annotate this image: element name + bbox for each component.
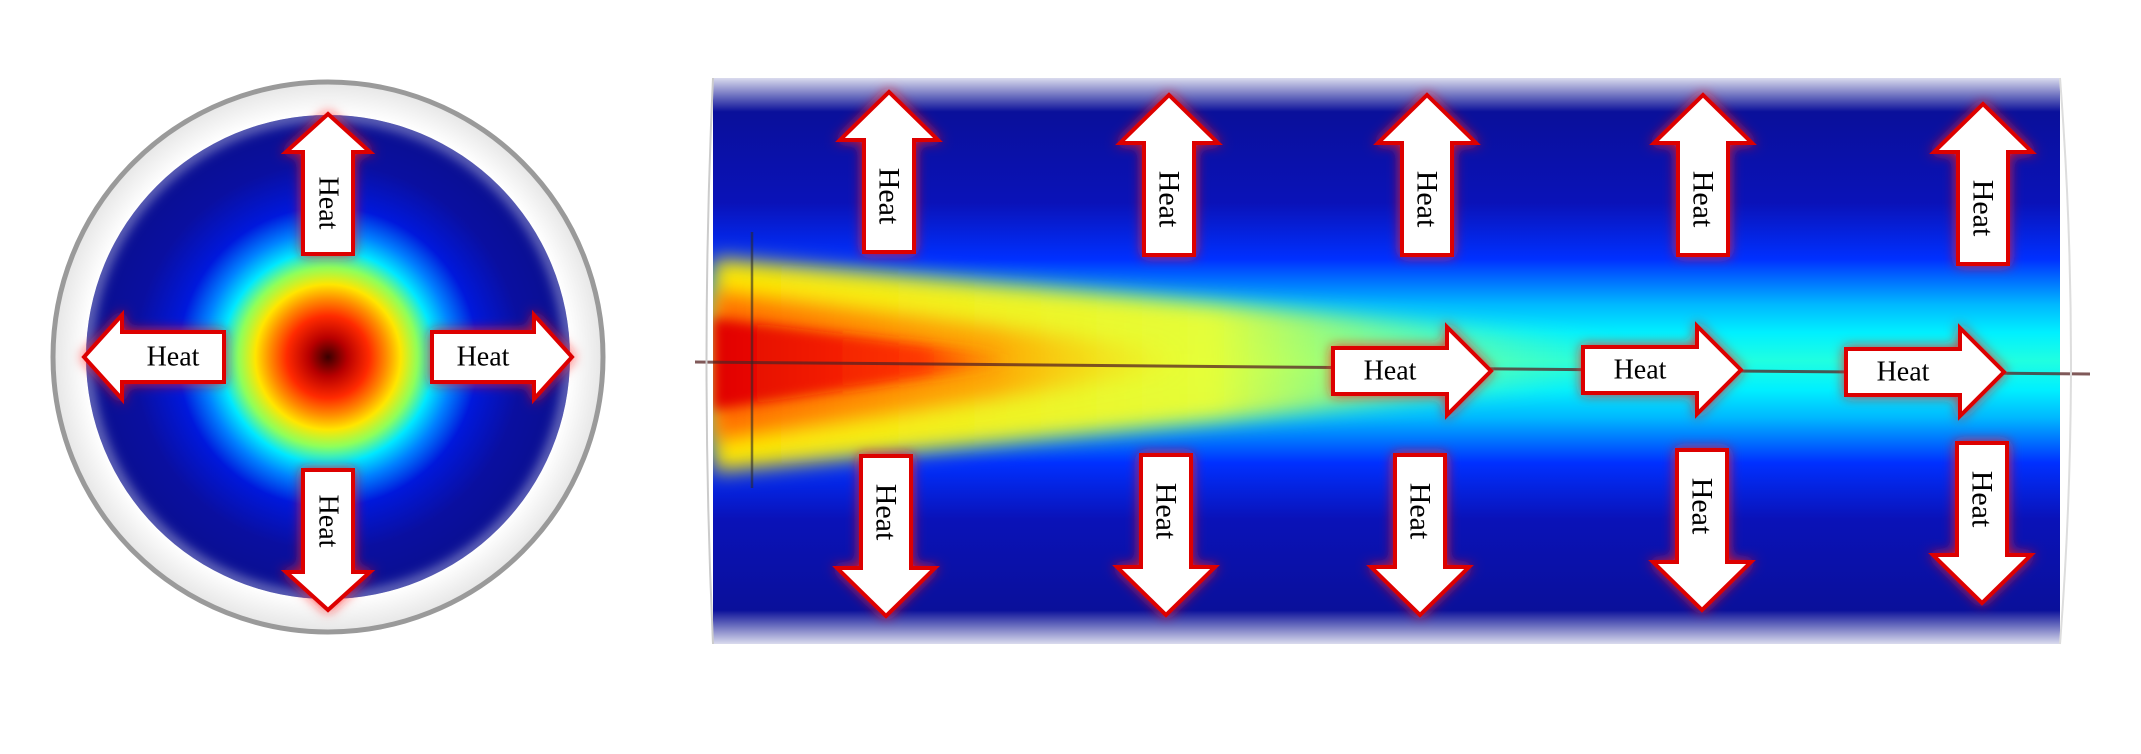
heat-arrow-shape	[1649, 92, 1757, 257]
cross-section-disc: Heat Heat Heat Heat	[50, 79, 606, 635]
long-heat-arrow-axial-3: Heat	[1844, 323, 2007, 421]
long-heat-arrow-down-2: Heat	[1112, 453, 1220, 618]
longitudinal-section: Heat Heat Heat Heat Heat Heat Heat Heat Heat Heat…	[694, 77, 2091, 645]
cylinder-left-edge	[705, 77, 714, 645]
heat-arrow-shape	[835, 89, 943, 254]
long-heat-arrow-up-3: Heat	[1373, 92, 1481, 257]
long-heat-arrow-axial-1: Heat	[1331, 322, 1494, 420]
heat-arrow-shape	[280, 111, 376, 256]
heat-arrow-label: Heat	[147, 342, 200, 373]
cross-heat-arrow-up: Heat	[280, 111, 376, 256]
heat-arrow-label: Heat	[313, 495, 344, 548]
heat-arrow-label: Heat	[873, 168, 906, 225]
heat-arrow-shape	[1115, 92, 1223, 257]
heat-arrow-label: Heat	[1411, 171, 1444, 228]
heat-arrow-shape	[1331, 322, 1494, 420]
heat-arrow-shape	[430, 309, 575, 405]
heat-arrow-label: Heat	[1404, 483, 1437, 540]
heat-arrow-shape	[1648, 448, 1756, 613]
heat-arrow-shape	[832, 454, 940, 619]
cross-section-arrows: Heat Heat Heat Heat	[81, 111, 575, 613]
heat-arrow-label: Heat	[1877, 357, 1930, 388]
cylinder-right-edge	[2059, 77, 2072, 645]
heat-arrow-label: Heat	[313, 177, 344, 230]
long-heat-arrow-up-4: Heat	[1649, 92, 1757, 257]
heat-arrow-shape	[1112, 453, 1220, 618]
heat-arrow-label: Heat	[1966, 471, 1999, 528]
heat-arrow-label: Heat	[1153, 171, 1186, 228]
long-heat-arrow-up-2: Heat	[1115, 92, 1223, 257]
heat-arrow-label: Heat	[457, 342, 510, 373]
heat-arrow-label: Heat	[1150, 483, 1183, 540]
heat-arrow-label: Heat	[1967, 180, 2000, 237]
heat-arrow-shape	[1373, 92, 1481, 257]
long-heat-arrow-axial-2: Heat	[1581, 321, 1744, 419]
heat-arrow-shape	[280, 468, 376, 613]
heat-arrow-shape	[1366, 453, 1474, 618]
heat-arrow-shape	[1929, 101, 2037, 266]
long-heat-arrow-up-1: Heat	[835, 89, 943, 254]
longitudinal-section-arrows: Heat Heat Heat Heat Heat Heat Heat Heat Heat Heat…	[832, 89, 2037, 619]
long-heat-arrow-down-1: Heat	[832, 454, 940, 619]
heat-arrow-label: Heat	[1364, 356, 1417, 387]
heat-arrow-shape	[1928, 441, 2036, 606]
heat-arrow-label: Heat	[870, 484, 903, 541]
heat-arrow-label: Heat	[1686, 478, 1719, 535]
cross-heat-arrow-right: Heat	[430, 309, 575, 405]
long-heat-arrow-down-3: Heat	[1366, 453, 1474, 618]
long-heat-arrow-up-5: Heat	[1929, 101, 2037, 266]
long-heat-arrow-down-4: Heat	[1648, 448, 1756, 613]
cross-heat-arrow-left: Heat	[81, 309, 226, 405]
heat-arrow-label: Heat	[1687, 171, 1720, 228]
cross-section-temperature-field	[86, 115, 570, 599]
heat-arrow-label: Heat	[1614, 355, 1667, 386]
cross-heat-arrow-down: Heat	[280, 468, 376, 613]
heat-arrow-shape	[1844, 323, 2007, 421]
heat-arrow-shape	[81, 309, 226, 405]
long-heat-arrow-down-5: Heat	[1928, 441, 2036, 606]
heat-arrow-shape	[1581, 321, 1744, 419]
